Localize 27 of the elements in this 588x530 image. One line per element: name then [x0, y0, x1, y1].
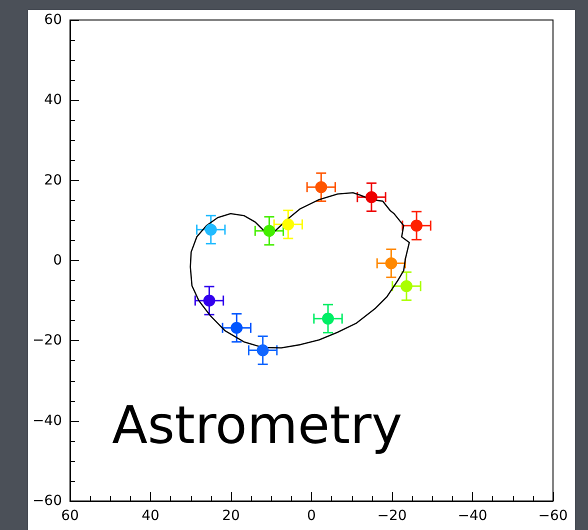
x-tick-label: −20	[377, 508, 407, 524]
y-tick-label: −20	[32, 332, 62, 349]
point	[230, 322, 243, 334]
point	[282, 218, 294, 230]
point	[315, 181, 328, 194]
point	[263, 224, 276, 237]
point	[365, 191, 378, 204]
point	[410, 220, 423, 232]
y-tick-label: −60	[32, 493, 62, 509]
point	[203, 294, 216, 307]
y-tick-label: 60	[44, 12, 62, 28]
point	[256, 344, 269, 356]
point	[322, 312, 334, 325]
x-tick-label: 0	[307, 508, 316, 524]
y-tick-label: 20	[44, 172, 62, 188]
annotation: Astrometry	[112, 396, 402, 456]
point	[204, 224, 217, 236]
point	[400, 280, 412, 292]
x-tick-label: 60	[61, 508, 79, 524]
x-tick-label: 40	[142, 508, 160, 524]
x-tick-label: −40	[458, 508, 488, 524]
y-tick-label: 40	[44, 92, 62, 108]
x-tick-label: 20	[222, 508, 240, 524]
y-tick-label: −40	[32, 412, 62, 429]
y-tick-label: 0	[53, 252, 62, 268]
x-tick-label: −60	[538, 508, 568, 524]
point	[385, 257, 398, 270]
